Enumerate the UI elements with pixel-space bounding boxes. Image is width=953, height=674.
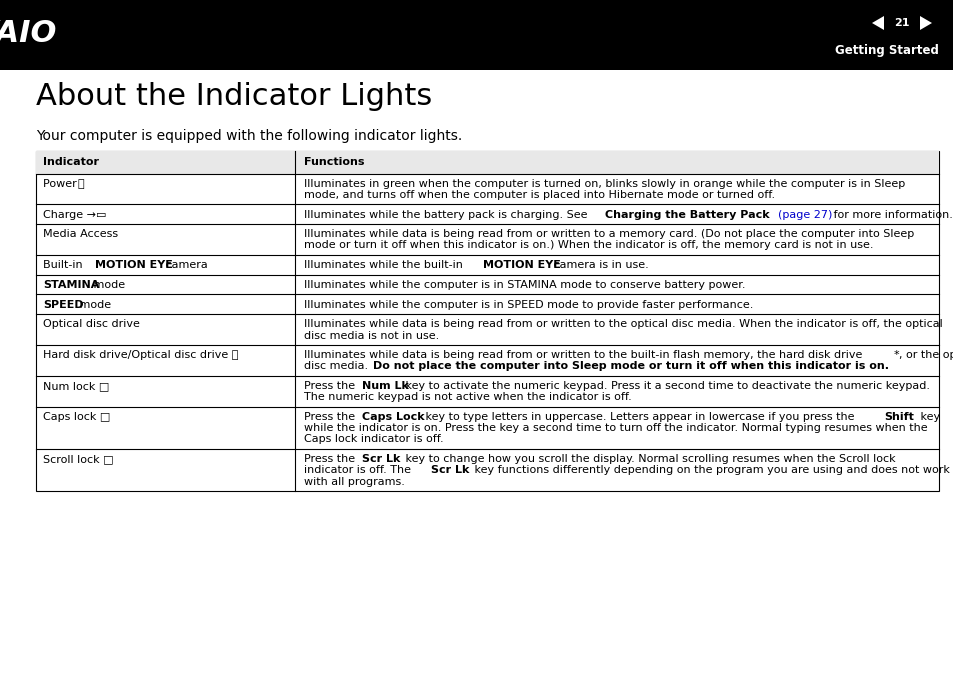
Text: while the indicator is on. Press the key a second time to turn off the indicator: while the indicator is on. Press the key… [304,423,927,433]
Text: disc media.: disc media. [304,361,372,371]
Text: MOTION EYE: MOTION EYE [95,260,172,270]
Text: camera is in use.: camera is in use. [549,260,648,270]
Text: Indicator: Indicator [43,157,99,167]
Polygon shape [871,16,883,30]
Text: disc media is not in use.: disc media is not in use. [304,330,439,340]
Text: Caps Lock: Caps Lock [361,412,424,422]
Text: key: key [917,412,940,422]
Text: mode: mode [90,280,125,290]
Text: Getting Started: Getting Started [834,44,938,57]
Text: Do not place the computer into Sleep mode or turn it off when this indicator is : Do not place the computer into Sleep mod… [374,361,888,371]
Text: for more information.: for more information. [829,210,952,220]
Text: Shift: Shift [883,412,913,422]
Text: , or the optical: , or the optical [899,350,953,360]
Text: About the Indicator Lights: About the Indicator Lights [36,82,432,111]
Text: Illuminates in green when the computer is turned on, blinks slowly in orange whi: Illuminates in green when the computer i… [304,179,904,189]
Text: Num Lk: Num Lk [361,381,409,391]
Text: Illuminates while the battery pack is charging. See: Illuminates while the battery pack is ch… [304,210,591,220]
Text: The numeric keypad is not active when the indicator is off.: The numeric keypad is not active when th… [304,392,631,402]
Text: mode: mode [76,300,112,309]
Text: Illuminates while data is being read from or written to the optical disc media. : Illuminates while data is being read fro… [304,319,942,330]
Text: Illuminates while the computer is in STAMINA mode to conserve battery power.: Illuminates while the computer is in STA… [304,280,745,290]
Text: Scr Lk: Scr Lk [361,454,400,464]
Bar [36,151,938,173]
Text: key to change how you scroll the display. Normal scrolling resumes when the Scro: key to change how you scroll the display… [401,454,895,464]
Text: SPEED: SPEED [43,300,84,309]
Text: with all programs.: with all programs. [304,477,405,487]
Text: STAMINA: STAMINA [43,280,99,290]
Text: Built-in: Built-in [43,260,86,270]
Text: Num lock □: Num lock □ [43,381,110,391]
Polygon shape [919,16,931,30]
Text: Charging the Battery Pack: Charging the Battery Pack [604,210,772,220]
Text: Caps lock indicator is off.: Caps lock indicator is off. [304,435,443,444]
Text: Functions: Functions [304,157,364,167]
Text: Charge →▭: Charge →▭ [43,210,107,220]
Text: Caps lock □: Caps lock □ [43,412,111,422]
Text: ⏻: ⏻ [77,179,84,189]
Text: Optical disc drive: Optical disc drive [43,319,140,330]
Text: key to type letters in uppercase. Letters appear in lowercase if you press the: key to type letters in uppercase. Letter… [421,412,857,422]
Text: Illuminates while data is being read from or written to a memory card. (Do not p: Illuminates while data is being read fro… [304,229,914,239]
Text: Illuminates while data is being read from or written to the built-in flash memor: Illuminates while data is being read fro… [304,350,862,360]
Text: *: * [893,350,898,360]
Bar [0,0,953,70]
Text: Power: Power [43,179,80,189]
Text: VAIO: VAIO [0,18,57,47]
Text: camera: camera [161,260,207,270]
Text: key functions differently depending on the program you are using and does not wo: key functions differently depending on t… [471,465,949,475]
Text: Hard disk drive/Optical disc drive ⎕: Hard disk drive/Optical disc drive ⎕ [43,350,238,360]
Bar [36,151,938,491]
Text: Press the: Press the [304,454,358,464]
Text: indicator is off. The: indicator is off. The [304,465,415,475]
Text: Press the: Press the [304,381,358,391]
Text: Illuminates while the built-in: Illuminates while the built-in [304,260,466,270]
Text: mode, and turns off when the computer is placed into Hibernate mode or turned of: mode, and turns off when the computer is… [304,190,775,200]
Text: (page 27): (page 27) [777,210,831,220]
Text: MOTION EYE: MOTION EYE [483,260,560,270]
Text: Scr Lk: Scr Lk [431,465,469,475]
Text: Illuminates while the computer is in SPEED mode to provide faster performance.: Illuminates while the computer is in SPE… [304,300,753,309]
Text: mode or turn it off when this indicator is on.) When the indicator is off, the m: mode or turn it off when this indicator … [304,241,873,251]
Text: 21: 21 [893,18,909,28]
Text: Press the: Press the [304,412,358,422]
Text: Scroll lock □: Scroll lock □ [43,454,113,464]
Text: key to activate the numeric keypad. Press it a second time to deactivate the num: key to activate the numeric keypad. Pres… [401,381,929,391]
Text: Media Access: Media Access [43,229,118,239]
Text: Your computer is equipped with the following indicator lights.: Your computer is equipped with the follo… [36,129,462,143]
